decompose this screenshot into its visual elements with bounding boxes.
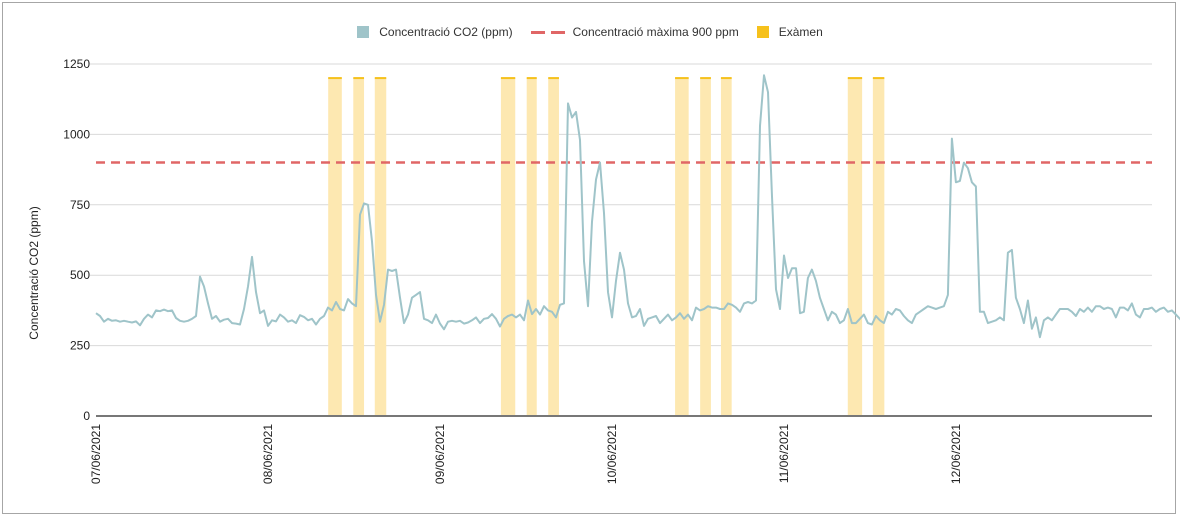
legend-item-exam[interactable]: Exàmen	[756, 25, 823, 39]
legend-item-co2[interactable]: Concentració CO2 (ppm)	[357, 25, 513, 39]
x-tick-label: 08/06/2021	[261, 424, 275, 484]
y-axis-label: Concentració CO2 (ppm)	[27, 206, 41, 339]
x-tick-label: 10/06/2021	[605, 424, 619, 484]
grid-lines	[90, 63, 1152, 347]
exam-bar-cap	[374, 77, 387, 80]
exam-bar-cap	[500, 77, 516, 80]
x-axis-ticks: 07/06/2021 08/06/2021 09/06/2021 10/06/2021…	[89, 424, 963, 484]
exam-bar	[548, 78, 559, 416]
exam-bar-cap	[700, 77, 711, 80]
legend-item-threshold[interactable]: Concentració màxima 900 ppm	[530, 25, 739, 39]
exam-bar-cap	[872, 77, 885, 80]
chart-legend: Concentració CO2 (ppm) Concentració màxi…	[0, 25, 1180, 39]
y-tick-label: 250	[70, 339, 90, 353]
exam-bar	[374, 78, 387, 416]
exam-bar	[700, 78, 711, 416]
co2-series	[95, 74, 1180, 339]
y-tick-label: 750	[70, 198, 90, 212]
exam-bar	[526, 78, 537, 416]
x-tick-label: 07/06/2021	[89, 424, 103, 484]
exam-bar-cap	[353, 77, 365, 80]
exam-bar	[847, 78, 863, 416]
exam-bar-cap	[675, 77, 689, 80]
y-axis-ticks: 0 250 500 750 1000 1250	[63, 57, 90, 423]
x-tick-label: 09/06/2021	[433, 424, 447, 484]
y-tick-label: 0	[83, 409, 90, 423]
x-tick-label: 11/06/2021	[777, 424, 791, 483]
exam-bar-cap	[847, 77, 863, 80]
co2-line	[95, 74, 1180, 339]
exam-bar	[500, 78, 516, 416]
exam-bar	[675, 78, 689, 416]
exam-bar	[328, 78, 342, 416]
x-tick-label: 12/06/2021	[949, 424, 963, 484]
exam-bar	[872, 78, 885, 416]
exam-bar	[720, 78, 732, 416]
legend-swatch-exam	[756, 26, 769, 38]
y-tick-label: 500	[70, 268, 90, 282]
legend-label-threshold: Concentració màxima 900 ppm	[572, 25, 739, 39]
exam-bar-cap	[548, 77, 559, 80]
y-tick-label: 1250	[63, 57, 90, 71]
exam-bar-cap	[720, 77, 732, 80]
legend-label-exam: Exàmen	[778, 25, 823, 39]
legend-swatch-threshold	[530, 26, 565, 38]
legend-swatch-co2	[357, 26, 370, 38]
legend-label-co2: Concentració CO2 (ppm)	[379, 25, 513, 39]
exam-bar-cap	[328, 77, 342, 80]
exam-bar-cap	[526, 77, 537, 80]
y-tick-label: 1000	[63, 127, 90, 141]
